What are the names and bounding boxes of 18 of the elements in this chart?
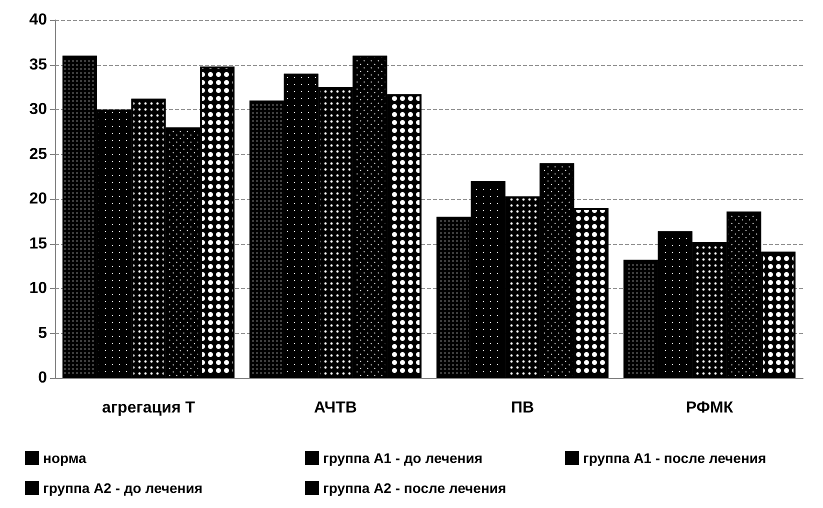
x-tick-label: АЧТВ — [314, 400, 357, 416]
legend-label: группа А2 - до лечения — [43, 480, 203, 496]
x-tick-label: РФМК — [686, 400, 734, 416]
y-tick-label: 5 — [38, 324, 48, 342]
y-tick-label: 40 — [29, 12, 48, 28]
y-tick-label: 25 — [29, 146, 48, 163]
y-tick-label: 20 — [29, 190, 48, 208]
legend-label: группа А2 - после лечения — [323, 480, 506, 496]
legend-label: норма — [43, 450, 87, 466]
legend-label: группа А1 - до лечения — [323, 450, 483, 466]
y-tick-label: 0 — [38, 370, 48, 386]
y-tick-label: 10 — [29, 280, 48, 297]
y-tick-label: 15 — [29, 235, 48, 252]
x-tick-label: ПВ — [510, 400, 534, 416]
y-tick-label: 35 — [29, 56, 48, 74]
x-tick-label: агрегация Т — [102, 400, 196, 416]
legend-label: группа А1 - после лечения — [583, 450, 766, 466]
y-tick-label: 30 — [29, 101, 48, 118]
